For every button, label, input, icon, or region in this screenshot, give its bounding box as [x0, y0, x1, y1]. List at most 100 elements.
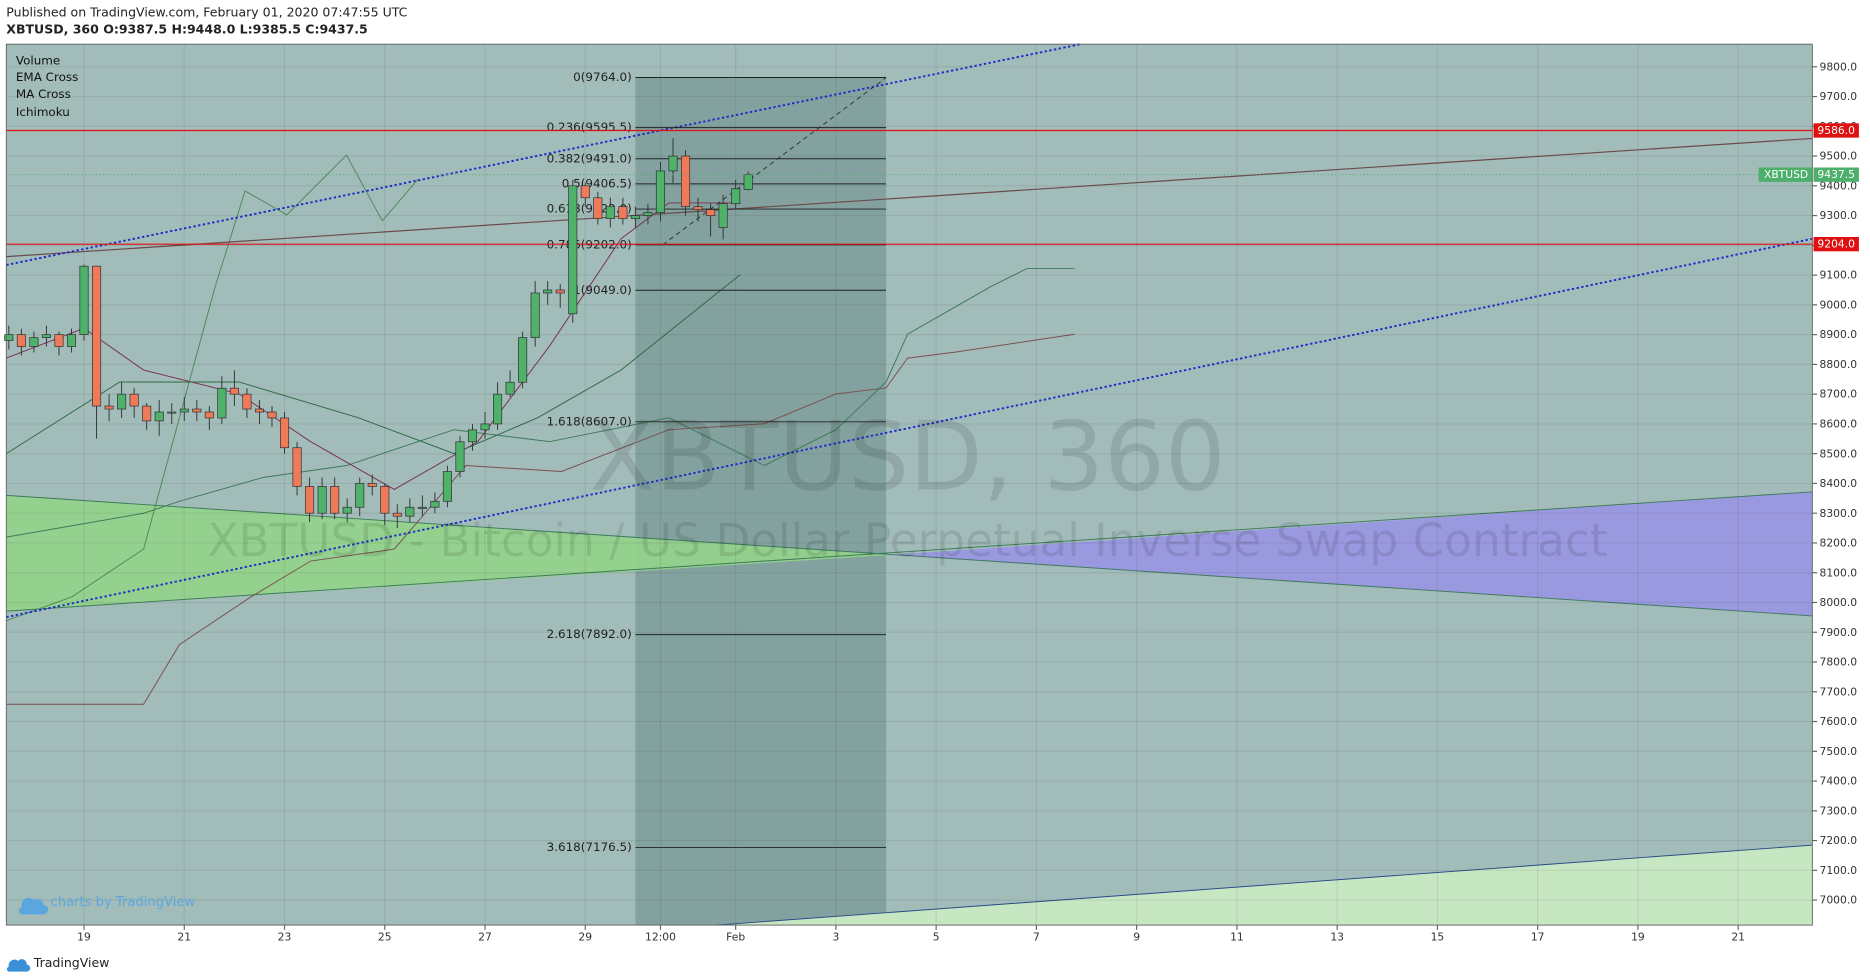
x-tick-label: 5 — [933, 931, 940, 944]
watermark: XBTUSD, 360 — [589, 400, 1225, 512]
brand-text: charts by TradingView — [50, 895, 195, 910]
published: Published on TradingView.com, February 0… — [6, 5, 407, 20]
ichimoku-span — [6, 333, 1075, 705]
x-tick-label: 27 — [478, 931, 492, 944]
y-tick-label: 8000.0 — [1820, 596, 1858, 609]
candle-body — [29, 337, 39, 347]
x-tick-label: 11 — [1230, 931, 1244, 944]
plot-area: XBTUSD, 360 XBTUSD - Bitcoin / US Dollar… — [6, 43, 1813, 926]
fib-label: 1(9049.0) — [573, 283, 632, 297]
x-tick-label: 19 — [77, 931, 91, 944]
candle-body — [4, 334, 14, 341]
footer: TradingView — [33, 955, 110, 970]
y-tick-label: 7800.0 — [1820, 656, 1858, 669]
candle-body — [442, 471, 452, 502]
fib-label: 2.618(7892.0) — [547, 627, 632, 641]
x-tick-label: 17 — [1531, 931, 1545, 944]
candle-body — [229, 387, 239, 395]
x-tick-label: 9 — [1133, 931, 1140, 944]
candle-body — [142, 405, 152, 422]
candle-body — [655, 170, 665, 213]
legend-item: Ichimoku — [16, 105, 70, 119]
x-tick-label: 21 — [177, 931, 191, 944]
last-price-name: XBTUSD — [1764, 168, 1808, 181]
legend-item: MA Cross — [16, 87, 71, 101]
last-price-label: 9437.5 — [1817, 168, 1855, 181]
marks: 7000.0 7100.0 7200.0 7300.0 7400.0 7500.0 7600… — [4, 44, 1859, 944]
candle-body — [430, 500, 440, 508]
candle-body — [279, 417, 290, 449]
candle-body — [555, 289, 565, 294]
y-tick-label: 7100.0 — [1820, 864, 1858, 877]
branding: charts by TradingView — [18, 895, 195, 915]
candle-body — [593, 197, 603, 219]
candle-body — [417, 506, 427, 509]
fib-label: 0.5(9406.5) — [562, 176, 632, 190]
candle-body — [192, 408, 202, 413]
candle-body — [217, 387, 227, 419]
candle-body — [580, 185, 590, 199]
fib-label: 0(9764.0) — [573, 70, 632, 84]
ma-line — [6, 274, 741, 455]
candle-body — [154, 411, 164, 422]
plot-bg — [6, 44, 1813, 926]
legend: Volume EMA Cross MA Cross Ichimoku — [16, 53, 78, 118]
x-tick-label: 25 — [378, 931, 392, 944]
candle-body — [480, 423, 490, 431]
price-badge-label: 9586.0 — [1817, 124, 1855, 137]
y-tick-label: 8800.0 — [1820, 358, 1858, 371]
x-tick-label: Feb — [726, 931, 745, 944]
candle-body — [41, 334, 51, 338]
candle-body — [242, 393, 252, 410]
candle-body — [605, 206, 615, 219]
candle-body — [505, 381, 515, 395]
y-tick-label: 8500.0 — [1820, 447, 1858, 460]
candle-body — [342, 506, 352, 514]
candle-body — [706, 209, 716, 216]
x-tick-label: 23 — [278, 931, 292, 944]
y-tick-label: 7200.0 — [1820, 834, 1858, 847]
candle-body — [718, 203, 728, 228]
wedge-line — [6, 491, 1813, 612]
fib-label: 0.236(9595.5) — [547, 120, 632, 134]
y-tick-label: 8100.0 — [1820, 566, 1858, 579]
trend-line-dotted — [6, 43, 1081, 266]
y-tick-label: 7500.0 — [1820, 745, 1858, 758]
trend-line — [6, 137, 1813, 258]
x-tick-label: 13 — [1330, 931, 1344, 944]
y-tick-label: 9300.0 — [1820, 209, 1858, 222]
legend-item: EMA Cross — [16, 70, 78, 84]
candle-body — [467, 429, 478, 443]
last-price-badge — [1813, 167, 1859, 182]
price-badge-label: 9204.0 — [1817, 238, 1855, 251]
fib-label: 1.618(8607.0) — [547, 414, 632, 428]
candle-body — [92, 265, 102, 407]
x-tick-label: 7 — [1033, 931, 1040, 944]
candle-body — [254, 408, 264, 413]
candle-body — [493, 393, 503, 425]
candle-body — [693, 206, 703, 210]
price-badge — [1813, 236, 1859, 252]
brand-icon — [18, 897, 49, 915]
watermark-subtitle: XBTUSD - Bitcoin / US Dollar Perpetual I… — [207, 514, 1607, 567]
y-tick-label: 9700.0 — [1820, 90, 1858, 103]
y-tick-label: 8300.0 — [1820, 507, 1858, 520]
y-tick-label: 9100.0 — [1820, 269, 1858, 282]
candle-body — [292, 447, 302, 487]
candle-body — [167, 411, 177, 414]
y-tick-label: 7300.0 — [1820, 804, 1858, 817]
triangle-green — [6, 495, 890, 612]
y-tick-label: 8600.0 — [1820, 417, 1858, 430]
candle-body — [179, 408, 189, 413]
legend-item: Volume — [16, 53, 60, 67]
fib-label: 0.382(9491.0) — [547, 151, 632, 165]
candle-body — [66, 334, 77, 347]
wedge-line — [6, 494, 1813, 617]
candle-body — [54, 334, 64, 347]
price-badge — [1813, 123, 1859, 138]
candle-body — [643, 212, 653, 216]
x-tick-label: 12:00 — [645, 931, 676, 944]
fib-label: 3.618(7176.5) — [547, 840, 632, 854]
candle-body — [367, 483, 377, 487]
